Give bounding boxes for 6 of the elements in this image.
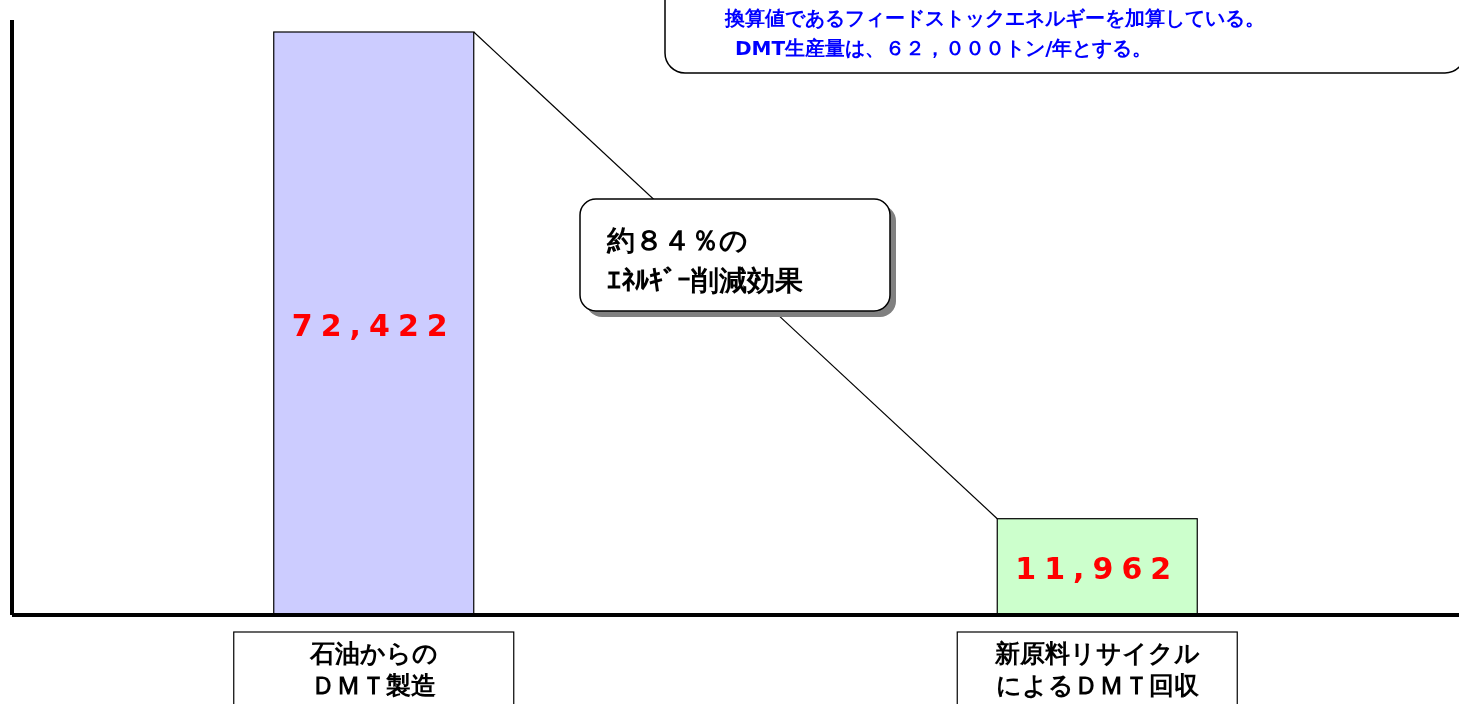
annotation: 換算値であるフィードストックエネルギーを加算している。DMT生産量は、６２，０００トン/年とする。 — [724, 6, 1265, 60]
annotation: 約８４％のｴﾈﾙｷﾞｰ削減効果 — [606, 224, 803, 297]
data-label: 72,422 — [291, 307, 456, 343]
x-tick-label: 石油からのＤＭＴ製造 — [308, 639, 438, 700]
data-label: 11,962 — [1015, 550, 1180, 586]
x-tick-label: 新原料リサイクルによるＤＭＴ回収 — [993, 639, 1200, 700]
